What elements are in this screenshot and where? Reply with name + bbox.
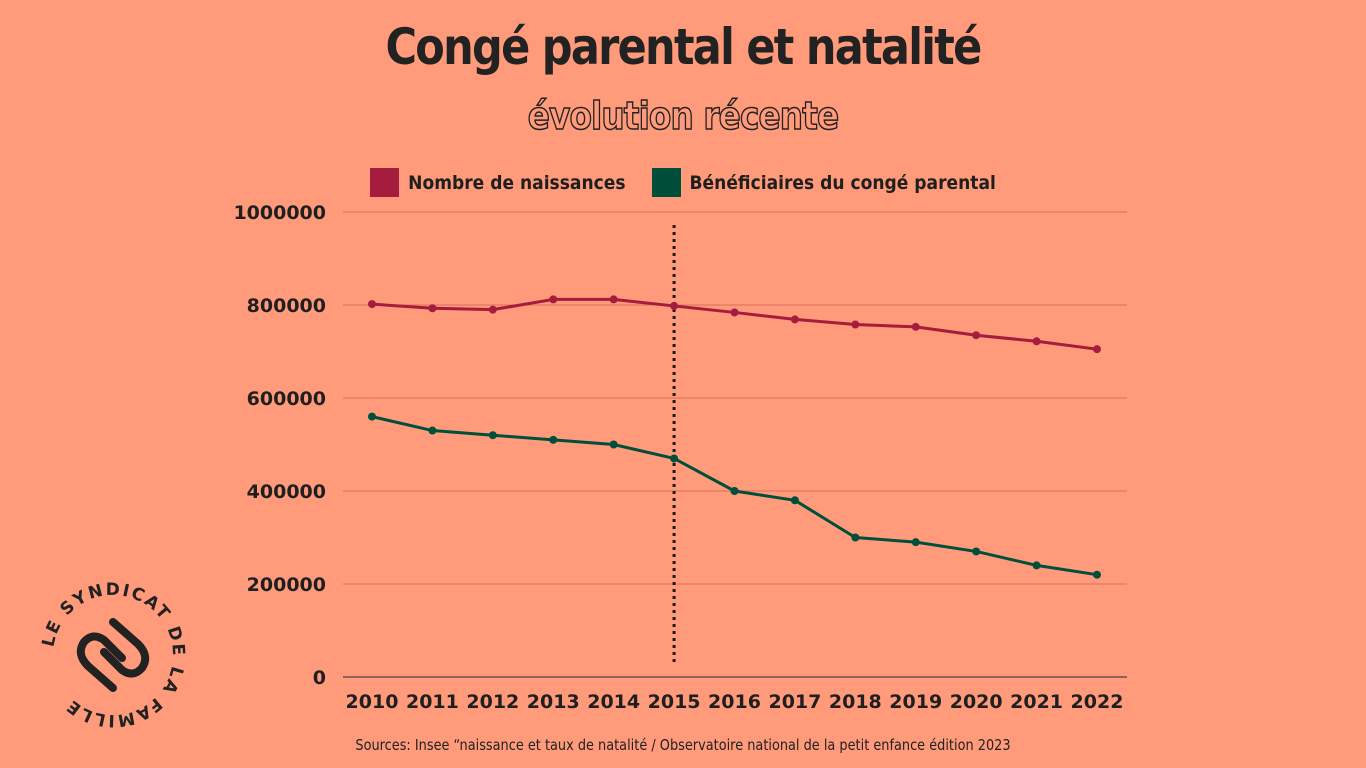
legend: Nombre de naissances Bénéficiaires du co… xyxy=(0,168,1366,197)
series-lines xyxy=(368,295,1101,579)
y-tick-label: 1000000 xyxy=(233,202,326,224)
chart-title: Congé parental et natalité xyxy=(385,18,982,76)
y-tick-label: 800000 xyxy=(247,295,326,317)
data-point-beneficiaries xyxy=(670,454,679,463)
legend-label-beneficiaries: Bénéficiaires du congé parental xyxy=(689,171,996,194)
legend-swatch-births xyxy=(370,168,400,197)
series-line-births xyxy=(371,297,1098,351)
x-axis-ticks: 2010 2011 2012 2013 2014 2015 2016 2017 2018 2019… xyxy=(346,691,1124,713)
intertwined-hearts-icon xyxy=(76,618,150,692)
legend-item-beneficiaries: Bénéficiaires du congé parental xyxy=(651,168,996,197)
y-tick-label: 0 xyxy=(313,667,326,689)
data-point-beneficiaries xyxy=(851,533,860,542)
logo-text: LE SYNDICAT DE LA FAMILLE xyxy=(39,580,188,730)
data-point-beneficiaries xyxy=(1093,570,1101,579)
y-tick-label: 200000 xyxy=(247,574,326,596)
data-point-births xyxy=(911,322,920,331)
data-point-beneficiaries xyxy=(790,496,799,505)
x-tick-label: 2011 xyxy=(406,691,459,713)
x-tick-label: 2012 xyxy=(466,691,519,713)
data-point-births xyxy=(428,304,437,313)
y-tick-label: 400000 xyxy=(247,481,326,503)
x-tick-label: 2021 xyxy=(1010,691,1063,713)
data-point-births xyxy=(972,331,981,340)
data-point-births xyxy=(1032,337,1041,346)
grid-lines xyxy=(343,211,1127,678)
logo: LE SYNDICAT DE LA FAMILLE xyxy=(39,580,188,730)
data-point-births xyxy=(549,295,558,304)
x-tick-label: 2022 xyxy=(1071,691,1124,713)
x-tick-label: 2015 xyxy=(648,691,701,713)
data-point-births xyxy=(488,305,497,314)
x-tick-label: 2010 xyxy=(346,691,399,713)
y-axis-ticks: 1000000 800000 600000 400000 200000 0 xyxy=(233,202,326,689)
data-point-births xyxy=(368,300,376,309)
data-point-beneficiaries xyxy=(730,487,739,495)
legend-label-births: Nombre de naissances xyxy=(408,171,626,194)
x-tick-label: 2020 xyxy=(950,691,1003,713)
source-note: Sources: Insee “naissance et taux de nat… xyxy=(355,736,1011,754)
x-tick-label: 2014 xyxy=(587,691,640,713)
legend-swatch-beneficiaries xyxy=(651,168,681,197)
x-tick-label: 2016 xyxy=(708,691,761,713)
data-point-beneficiaries xyxy=(488,431,497,440)
data-point-births xyxy=(730,308,739,317)
legend-item-births: Nombre de naissances xyxy=(370,168,626,197)
data-point-beneficiaries xyxy=(1032,561,1041,570)
data-point-beneficiaries xyxy=(428,426,437,435)
data-point-births xyxy=(609,295,618,304)
data-point-beneficiaries xyxy=(911,538,920,547)
chart-subtitle: évolution récente xyxy=(527,93,840,139)
data-point-beneficiaries xyxy=(368,412,376,421)
x-tick-label: 2013 xyxy=(527,691,580,713)
y-tick-label: 600000 xyxy=(247,388,326,410)
data-point-beneficiaries xyxy=(549,435,558,444)
x-tick-label: 2018 xyxy=(829,691,882,713)
data-point-births xyxy=(851,320,860,329)
data-point-births xyxy=(790,315,799,324)
series-line-beneficiaries xyxy=(371,415,1098,577)
data-point-births xyxy=(670,301,679,310)
data-point-beneficiaries xyxy=(972,547,981,556)
data-point-beneficiaries xyxy=(609,440,618,449)
x-tick-label: 2019 xyxy=(889,691,942,713)
x-tick-label: 2017 xyxy=(768,691,821,713)
data-point-births xyxy=(1093,345,1101,354)
